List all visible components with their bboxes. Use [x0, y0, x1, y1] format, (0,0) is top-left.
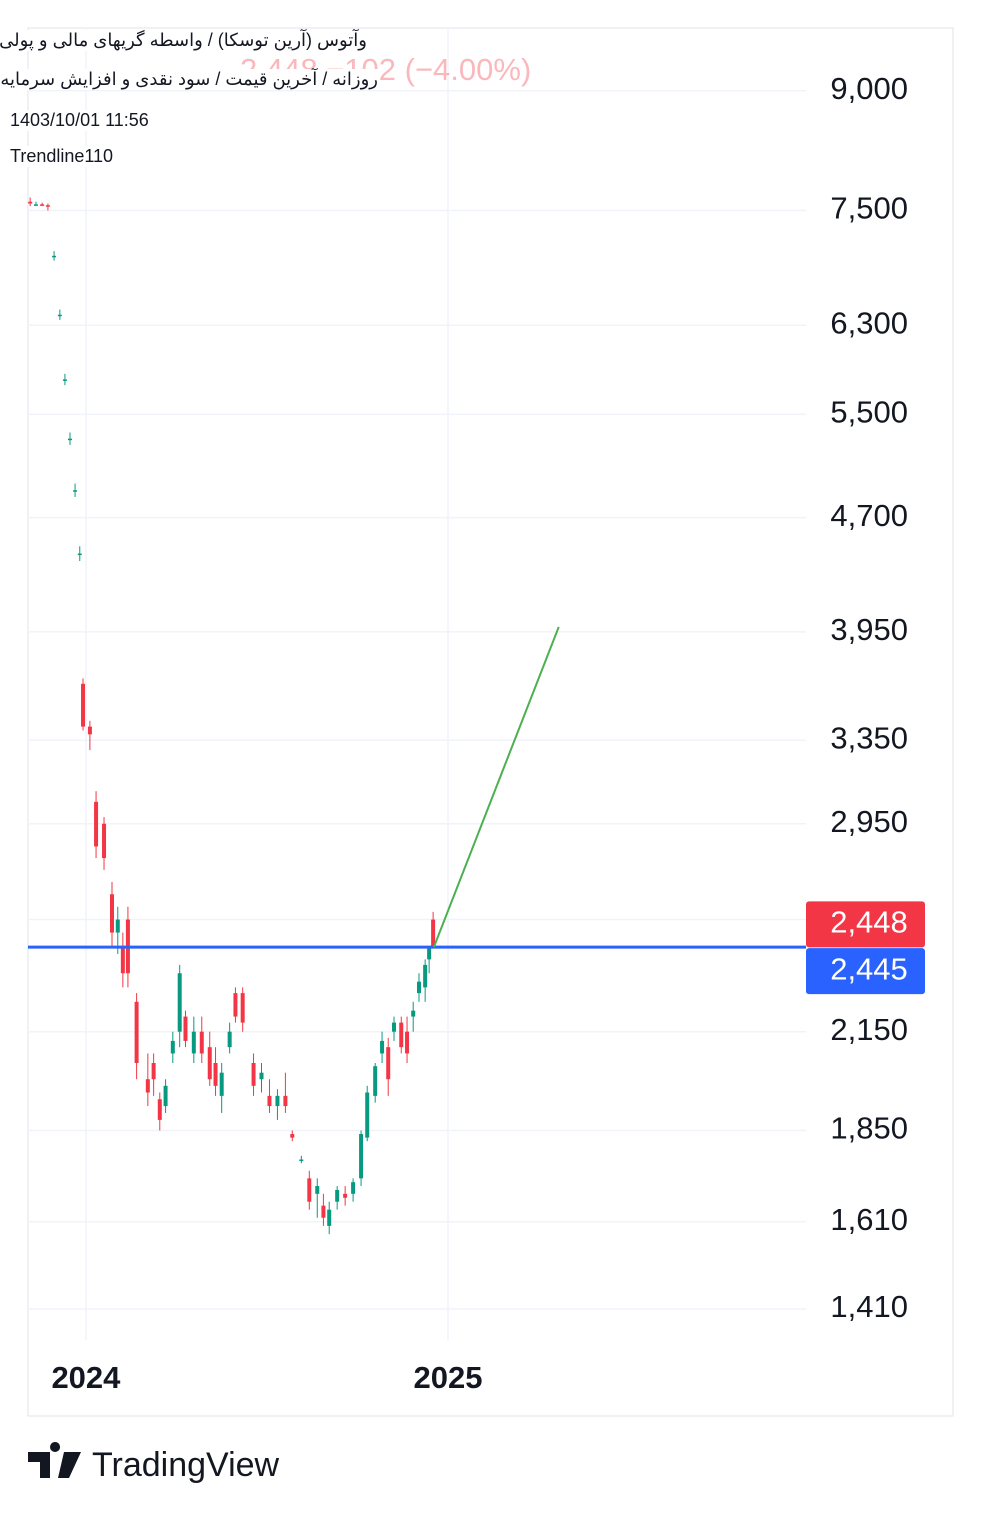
candle-body: [120, 945, 125, 974]
price-label: 2,448: [830, 905, 908, 940]
candle-body: [45, 205, 50, 207]
candle-body: [343, 1193, 348, 1198]
symbol-title: وآتوس (آرین توسکا) / واسطه گریهای مالی و…: [0, 30, 367, 51]
candle-body: [411, 1010, 416, 1017]
y-tick-label: 5,500: [830, 395, 908, 430]
y-tick-label: 9,000: [830, 71, 908, 106]
candle-body: [33, 204, 38, 206]
y-tick-label: 2,950: [830, 804, 908, 839]
candle-body: [267, 1095, 272, 1107]
candle-body: [157, 1099, 162, 1120]
candle-body: [52, 255, 57, 258]
y-tick-label: 3,350: [830, 720, 908, 755]
y-tick-label: 7,500: [830, 191, 908, 226]
candle-body: [365, 1092, 370, 1138]
candle-body: [275, 1095, 280, 1107]
candle-body: [115, 919, 120, 933]
candle-body: [359, 1134, 364, 1179]
candle-body: [373, 1066, 378, 1096]
candle-body: [227, 1031, 232, 1048]
candle-body: [283, 1095, 288, 1107]
logo: TradingView: [28, 1442, 280, 1484]
y-tick-label: 1,850: [830, 1111, 908, 1146]
candle-body: [386, 1047, 391, 1080]
candle-body: [307, 1178, 312, 1202]
chart-settings: روزانه / آخرین قیمت / سود نقدی و افزایش …: [0, 69, 378, 90]
candle-body: [94, 801, 99, 847]
marks: [28, 197, 806, 1235]
candle-body: [170, 1040, 175, 1054]
y-tick-label: 3,950: [830, 612, 908, 647]
candle-body: [183, 1016, 188, 1041]
candle-body: [399, 1022, 404, 1048]
candle-body: [351, 1182, 356, 1194]
candle-body: [163, 1085, 168, 1107]
candle-body: [431, 919, 436, 947]
y-tick-label: 1,610: [830, 1202, 908, 1237]
candle-body: [416, 981, 421, 994]
candle-body: [109, 894, 114, 933]
axis: 9,000 7,500 6,300 5,500 4,700 3,950 3,350 2,950…: [51, 71, 925, 1395]
candle-body: [405, 1031, 410, 1054]
candle-body: [145, 1079, 150, 1093]
candle-body: [427, 948, 432, 960]
price-label-box: [806, 901, 925, 948]
candle-body: [259, 1072, 264, 1080]
brand: TradingView: [92, 1446, 280, 1484]
candle-body: [335, 1189, 340, 1202]
candle-body: [28, 201, 33, 204]
x-tick-label: 2025: [413, 1360, 482, 1395]
candle-body: [290, 1134, 295, 1138]
candle-body: [213, 1062, 218, 1086]
candle-body: [392, 1022, 397, 1032]
price-label: 2,445: [830, 951, 908, 986]
candle-body: [57, 314, 62, 317]
candle-body: [233, 993, 238, 1017]
grid: [28, 28, 806, 1340]
y-tick-label: 2,150: [830, 1012, 908, 1047]
candle-body: [40, 204, 45, 206]
candle-body: [240, 993, 245, 1023]
drawing-name: Trendline110: [10, 146, 114, 167]
candle-body: [87, 726, 92, 735]
chart-frame: [27, 27, 954, 1417]
y-tick-label: 4,700: [830, 498, 908, 533]
candle-body: [327, 1209, 332, 1226]
candle-body: [81, 683, 86, 727]
candle-body: [380, 1040, 385, 1054]
datetime: 1403/10/01 11:56: [10, 110, 149, 131]
trendline: [432, 626, 560, 948]
candle-body: [134, 1001, 139, 1063]
logo-icon: [28, 1442, 81, 1478]
candle-body: [299, 1159, 304, 1162]
candle-body: [321, 1205, 326, 1218]
candle-body: [207, 1047, 212, 1080]
y-tick-label: 6,300: [830, 305, 908, 340]
candle-body: [151, 1062, 156, 1080]
candle-body: [251, 1062, 256, 1086]
candle-body: [62, 379, 67, 381]
candle-body: [199, 1031, 204, 1054]
candle-body: [73, 490, 78, 492]
candle-body: [219, 1072, 224, 1096]
candle-body: [191, 1031, 196, 1054]
candle-body: [423, 964, 428, 988]
candle-body: [315, 1186, 320, 1194]
y-tick-label: 1,410: [830, 1289, 908, 1324]
candle-body: [102, 823, 107, 859]
candle-body: [67, 438, 72, 441]
x-tick-label: 2024: [51, 1360, 121, 1395]
candle-body: [177, 973, 182, 1032]
price-label-box: [806, 948, 925, 995]
candle-body: [77, 553, 82, 556]
